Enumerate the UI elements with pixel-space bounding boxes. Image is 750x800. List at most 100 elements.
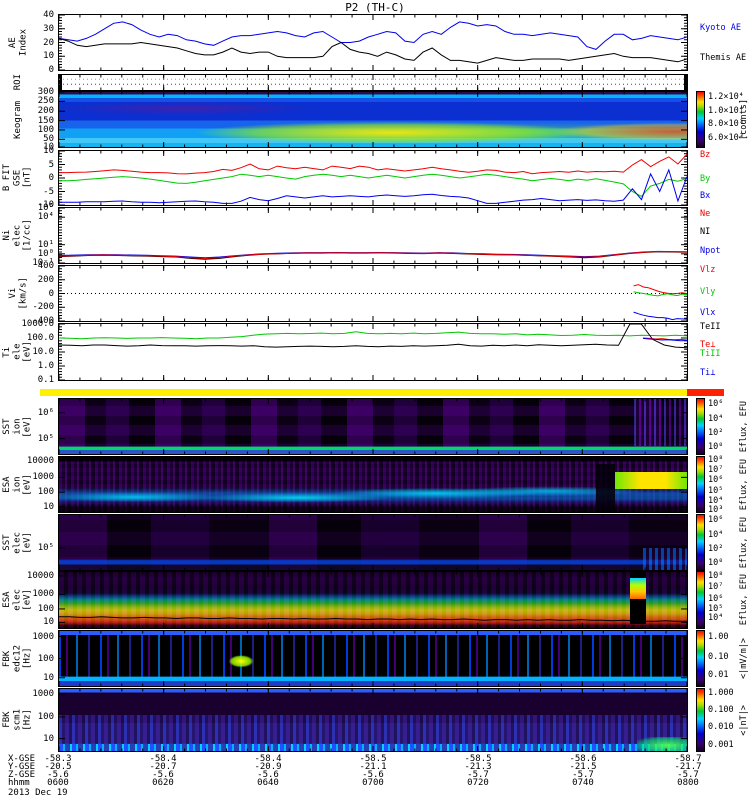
colorbar-tick-label: 0.001 <box>708 740 734 751</box>
axis-value: 0640 <box>257 778 279 788</box>
y-tick-label: 0 <box>48 288 54 299</box>
axis-value: -58.5 <box>359 754 387 764</box>
panel-canvas-b-fit <box>59 151 687 205</box>
y-tick-label: 10000 <box>26 455 54 466</box>
y-tick-label: 10 <box>43 672 54 683</box>
panel-label-velocity: Vi [km/s] <box>2 265 34 322</box>
series-sc-potential <box>59 616 687 622</box>
y-tick-label: 20 <box>43 37 54 48</box>
panel-sst-elec <box>58 514 688 571</box>
colorbar-tick-label: 10² <box>708 544 724 555</box>
panel-label-fbk-edc: FBK edc12 [Hz] <box>2 630 34 687</box>
panel-roi <box>58 74 688 91</box>
y-tick-label: 1000 <box>32 472 54 483</box>
series-Bz <box>59 153 687 175</box>
y-tick-label: 200 <box>37 274 54 285</box>
axis-value: -20.9 <box>254 762 282 772</box>
axis-value: -21.3 <box>464 762 492 772</box>
panel-keogram <box>58 91 688 148</box>
colorbar <box>696 514 705 571</box>
colorbar-unit-label: Eflux, EFU <box>738 398 750 455</box>
colorbar-tick-label: 10⁶ <box>708 514 724 525</box>
panel-canvas-ae-index <box>59 15 687 70</box>
colorbar-tick-label: 10² <box>708 428 724 439</box>
panel-density <box>58 207 688 264</box>
series-Vlz <box>633 284 687 295</box>
colorbar-unit-label: [counts] <box>738 91 750 148</box>
panel-label-text: FBK scm1 [Hz] <box>2 709 34 731</box>
y-tick-label: 30 <box>43 23 54 34</box>
panel-label-esa-ion: ESA ion [eV] <box>2 456 34 513</box>
colorbar-unit-text: [counts] <box>739 99 749 140</box>
colorbar-tick-label: 10⁴ <box>708 529 724 540</box>
y-tick-label: -200 <box>32 302 54 313</box>
colorbar-unit-label: <|nT|> <box>738 688 750 752</box>
y-tick-label: 1000 <box>32 589 54 600</box>
panel-label-fbk-scm: FBK scm1 [Hz] <box>2 688 34 752</box>
axis-row-label: hhmm <box>8 778 30 788</box>
colorbar-unit-label: Eflux, EFU <box>738 514 750 571</box>
panel-label-text: AE Index <box>7 28 28 57</box>
y-tick-label: 0 <box>48 173 54 183</box>
spectrogram-feature <box>636 737 687 751</box>
colorbar <box>696 91 705 148</box>
spectrogram-feature <box>630 577 646 599</box>
y-tick-label: 40 <box>43 10 54 20</box>
series-label: Ti⊥ <box>700 367 716 378</box>
colorbar-tick-label: 10⁶ <box>708 475 724 486</box>
axis-value: -21.7 <box>674 762 702 772</box>
colorbar-tick-label: 0.010 <box>708 722 734 733</box>
axis-value: -58.4 <box>254 754 282 764</box>
colorbar-tick-label: 10⁵ <box>708 485 724 496</box>
panel-label-text: Keogram <box>12 100 23 139</box>
y-tick-label: 10 <box>43 733 54 744</box>
axis-value: 0800 <box>677 778 699 788</box>
panel-canvas-esa-ion <box>59 457 687 512</box>
axis-value: -20.7 <box>149 762 177 772</box>
y-tick-label: 1000.0 <box>21 319 54 329</box>
panel-canvas-density <box>59 208 687 263</box>
y-tick-label: 10⁵ <box>37 203 54 213</box>
series-Ti⊥ <box>642 337 687 342</box>
y-tick-label: 10 <box>43 617 54 628</box>
y-tick-label: 100 <box>37 653 54 664</box>
colorbar <box>696 398 705 455</box>
colorbar-unit-text: Eflux, EFU <box>739 516 749 569</box>
series-label: TiII <box>700 348 721 359</box>
spectrogram-feature <box>633 399 687 447</box>
spectrogram-feature <box>614 472 687 489</box>
panel-canvas-keogram <box>59 92 687 147</box>
panel-b-fit <box>58 150 688 206</box>
series-label: Vly <box>700 287 716 298</box>
panel-label-text: ESA elec [eV] <box>2 589 34 611</box>
series-label: Themis AE <box>700 52 747 63</box>
colorbar <box>696 630 705 687</box>
panel-label-sst-elec: SST elec [eV] <box>2 514 34 571</box>
axis-value: 0700 <box>362 778 384 788</box>
colorbar <box>696 456 705 513</box>
colorbar-tick-label: 10⁷ <box>708 582 724 593</box>
panel-label-text: SST ion [eV] <box>2 415 34 438</box>
colorbar-unit-label: <|mV/m|> <box>738 630 750 687</box>
y-tick-label: 10 <box>43 51 54 62</box>
colorbar-tick-label: 10⁴ <box>708 495 724 506</box>
y-tick-label: 10⁶ <box>37 407 54 418</box>
colorbar-unit-label: Eflux, EFU <box>738 456 750 513</box>
panel-label-text: Vi [km/s] <box>7 277 28 310</box>
colorbar-tick-label: 10⁴ <box>708 413 724 424</box>
colorbar-tick-label: 1.000 <box>708 687 734 698</box>
panel-canvas-sst-elec <box>59 515 687 570</box>
series-label: Bz <box>700 150 711 161</box>
y-tick-label: 10000 <box>26 570 54 581</box>
series-Bx <box>59 168 687 204</box>
axis-value: -5.6 <box>362 770 384 780</box>
series-label: NI <box>700 226 711 237</box>
colorbar-unit-text: Eflux, EFU <box>739 458 749 511</box>
series-Themis AE <box>59 37 687 64</box>
y-tick-label: 150 <box>37 115 54 126</box>
colorbar-tick-label: 1.00 <box>708 631 729 642</box>
series-label: TeII <box>700 322 721 332</box>
axis-row-label: Z-GSE <box>8 770 36 780</box>
panel-canvas-fbk-scm <box>59 689 687 751</box>
colorbar-tick-label: 10³ <box>708 505 724 515</box>
